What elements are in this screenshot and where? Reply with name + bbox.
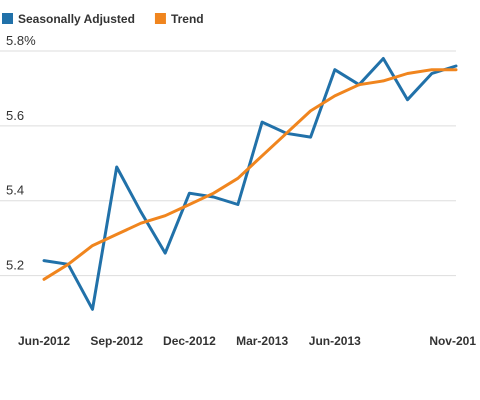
series-line-trend [42,68,458,281]
legend-swatch-seasonally-adjusted [2,13,13,24]
y-axis-tick-labels: 5.8% 5.6 5.4 5.2 [6,33,36,273]
x-tick-label: Jun-2013 [309,334,361,348]
legend: Seasonally Adjusted Trend [2,12,204,26]
y-tick-label: 5.6 [6,108,24,123]
series-line-seasonally-adjusted [42,57,458,311]
y-tick-label: 5.8% [6,33,36,48]
x-tick-label: Sep-2012 [90,334,143,348]
legend-label-seasonally-adjusted: Seasonally Adjusted [18,12,135,26]
y-tick-label: 5.4 [6,183,24,198]
legend-label-trend: Trend [171,12,204,26]
series-lines [42,57,458,311]
x-tick-label: Jun-2012 [18,334,70,348]
x-axis-tick-labels: Jun-2012 Sep-2012 Dec-2012 Mar-2013 Jun-2013… [18,334,476,348]
legend-item-trend: Trend [154,12,204,26]
x-tick-label: Dec-2012 [163,334,216,348]
legend-item-seasonally-adjusted: Seasonally Adjusted [2,12,135,26]
y-tick-label: 5.2 [6,258,24,273]
legend-swatch-trend [154,13,166,24]
gridlines [0,50,456,277]
x-tick-label: Mar-2013 [236,334,288,348]
x-tick-label: Nov-201 [429,334,476,348]
